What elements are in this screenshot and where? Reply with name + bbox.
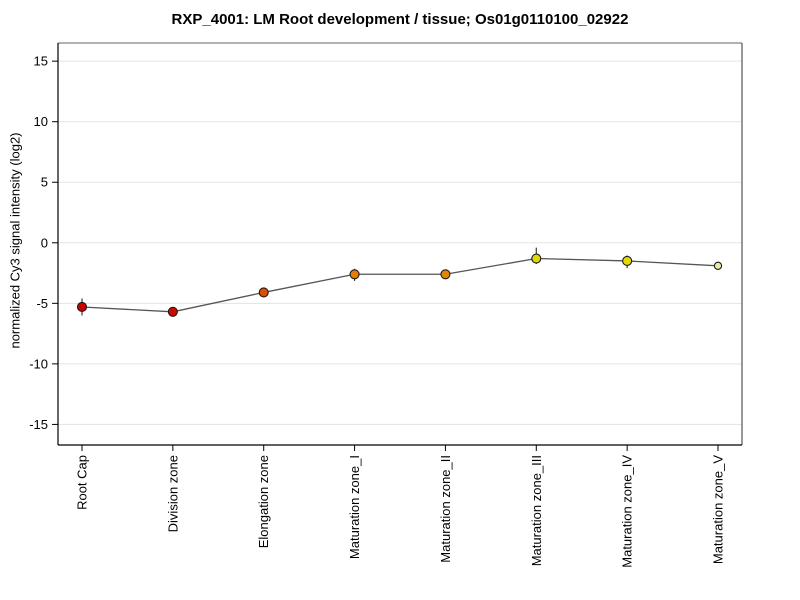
x-tick-label: Elongation zone: [256, 455, 271, 548]
data-point: [167, 306, 178, 317]
x-tick-label: Maturation zone_I: [347, 455, 362, 559]
x-tick-label: Maturation zone_V: [711, 455, 726, 564]
x-tick-label: Maturation zone_IV: [620, 455, 635, 568]
chart-title: RXP_4001: LM Root development / tissue; …: [171, 11, 629, 28]
data-point: [622, 255, 633, 267]
y-tick-label: -5: [36, 296, 48, 311]
x-tick-label: Maturation zone_II: [438, 455, 453, 563]
data-point: [713, 261, 723, 270]
x-tick-label: Maturation zone_III: [529, 455, 544, 566]
y-tick-label: 10: [34, 114, 48, 129]
series-line: [81, 257, 719, 313]
data-point: [76, 301, 88, 313]
data-point: [258, 287, 269, 298]
data-point: [440, 269, 451, 280]
y-tick-label: -10: [29, 356, 48, 371]
data-point: [349, 269, 360, 280]
y-tick-label: 5: [41, 175, 48, 190]
y-tick-label: 0: [41, 235, 48, 250]
y-tick-label: -15: [29, 417, 48, 432]
y-tick-label: 15: [34, 54, 48, 69]
x-tick-label: Division zone: [165, 455, 180, 532]
data-point: [531, 253, 542, 264]
x-tick-label: Root Cap: [75, 455, 90, 510]
